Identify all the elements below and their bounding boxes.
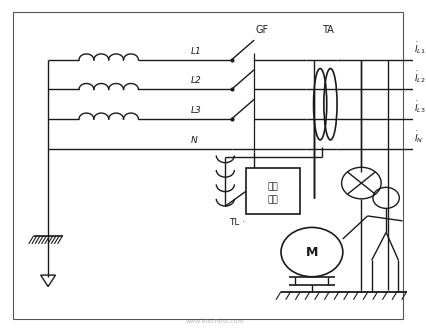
Text: GF: GF xyxy=(256,25,269,35)
Bar xyxy=(246,168,299,214)
Text: www.elecfans.com: www.elecfans.com xyxy=(186,319,244,324)
Text: L3: L3 xyxy=(190,106,201,115)
Text: $\dot{I}_{L2}$: $\dot{I}_{L2}$ xyxy=(414,70,426,85)
Text: M: M xyxy=(306,246,318,259)
Text: $\dot{I}_{N}$: $\dot{I}_{N}$ xyxy=(414,129,423,145)
Text: 中间: 中间 xyxy=(268,182,278,191)
Text: L1: L1 xyxy=(190,47,201,56)
Text: 环节: 环节 xyxy=(268,195,278,204)
Text: L2: L2 xyxy=(190,77,201,85)
Text: TA: TA xyxy=(322,25,334,35)
Text: $\dot{I}_{L3}$: $\dot{I}_{L3}$ xyxy=(414,100,426,115)
Text: $\dot{I}_{L1}$: $\dot{I}_{L1}$ xyxy=(414,40,426,56)
Text: TL ·: TL · xyxy=(230,217,246,227)
Text: N: N xyxy=(190,136,197,145)
Polygon shape xyxy=(40,275,55,286)
